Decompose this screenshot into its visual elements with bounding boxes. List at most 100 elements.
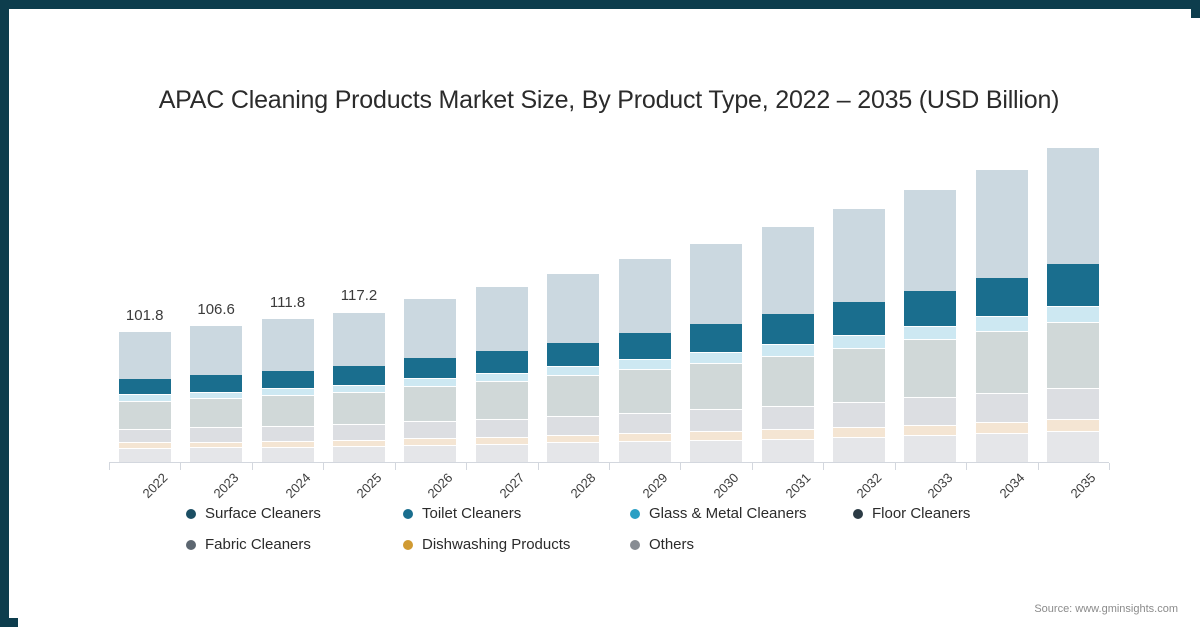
bar-segment[interactable] <box>904 436 957 463</box>
bar-segment[interactable] <box>547 274 600 343</box>
bar-segment[interactable] <box>833 348 885 403</box>
bar-segment[interactable] <box>975 422 1028 435</box>
bar-segment[interactable] <box>690 323 743 353</box>
stacked-bar[interactable] <box>975 169 1028 463</box>
bar-group[interactable] <box>904 129 957 463</box>
bar-segment[interactable] <box>1047 264 1100 307</box>
bar-group[interactable] <box>690 129 743 463</box>
legend-item-surface-cleaners[interactable]: Surface Cleaners <box>186 505 321 522</box>
bar-segment[interactable] <box>547 443 600 463</box>
bar-segment[interactable] <box>975 317 1028 332</box>
bar-segment[interactable] <box>404 422 457 440</box>
bar-segment[interactable] <box>761 227 814 314</box>
bar-group[interactable] <box>975 129 1028 463</box>
bar-segment[interactable] <box>761 406 814 431</box>
bar-segment[interactable] <box>547 367 600 377</box>
bar-segment[interactable] <box>833 427 885 438</box>
stacked-bar[interactable] <box>404 299 457 463</box>
bar-segment[interactable] <box>475 419 528 438</box>
stacked-bar[interactable] <box>833 209 885 463</box>
bar-segment[interactable] <box>618 413 671 435</box>
bar-segment[interactable] <box>618 360 671 371</box>
bar-segment[interactable] <box>333 312 385 367</box>
bar-segment[interactable] <box>118 448 171 463</box>
bar-segment[interactable] <box>118 443 171 449</box>
bar-segment[interactable] <box>475 381 528 420</box>
bar-segment[interactable] <box>404 439 457 446</box>
bar-segment[interactable] <box>190 398 243 429</box>
bar-group[interactable] <box>547 129 600 463</box>
bar-segment[interactable] <box>761 439 814 463</box>
bar-segment[interactable] <box>761 313 814 345</box>
bar-segment[interactable] <box>404 358 457 380</box>
bar-segment[interactable] <box>761 430 814 440</box>
bar-segment[interactable] <box>333 425 385 441</box>
bar-segment[interactable] <box>833 302 885 337</box>
bar-segment[interactable] <box>404 379 457 388</box>
bar-segment[interactable] <box>261 441 314 448</box>
bar-segment[interactable] <box>261 370 314 390</box>
bar-segment[interactable] <box>761 345 814 357</box>
bar-segment[interactable] <box>547 416 600 437</box>
bar-segment[interactable] <box>190 326 243 375</box>
bar-segment[interactable] <box>833 402 885 428</box>
legend-item-floor-cleaners[interactable]: Floor Cleaners <box>853 505 970 522</box>
legend-item-glass-metal-cleaners[interactable]: Glass & Metal Cleaners <box>630 505 807 522</box>
bar-group[interactable] <box>618 129 671 463</box>
bar-segment[interactable] <box>118 401 171 430</box>
stacked-bar[interactable] <box>904 190 957 463</box>
stacked-bar[interactable] <box>475 287 528 463</box>
bar-segment[interactable] <box>904 398 957 426</box>
stacked-bar[interactable] <box>618 259 671 463</box>
bar-segment[interactable] <box>333 393 385 426</box>
bar-segment[interactable] <box>975 277 1028 318</box>
bar-group[interactable]: 101.8 <box>118 129 171 463</box>
bar-group[interactable] <box>833 129 885 463</box>
bar-segment[interactable] <box>404 299 457 359</box>
stacked-bar[interactable] <box>118 332 171 463</box>
bar-segment[interactable] <box>833 209 885 303</box>
bar-segment[interactable] <box>261 319 314 371</box>
bar-segment[interactable] <box>618 442 671 463</box>
bar-segment[interactable] <box>1047 420 1100 433</box>
bar-segment[interactable] <box>761 356 814 407</box>
bar-segment[interactable] <box>333 446 385 463</box>
bar-segment[interactable] <box>261 389 314 397</box>
bar-segment[interactable] <box>190 442 243 449</box>
bar-segment[interactable] <box>333 385 385 394</box>
bar-group[interactable]: 111.8 <box>261 129 314 463</box>
bar-segment[interactable] <box>118 378 171 396</box>
bar-segment[interactable] <box>1047 388 1100 421</box>
bar-segment[interactable] <box>190 374 243 393</box>
legend-item-toilet-cleaners[interactable]: Toilet Cleaners <box>403 505 521 522</box>
bar-segment[interactable] <box>190 428 243 443</box>
bar-segment[interactable] <box>190 448 243 463</box>
bar-segment[interactable] <box>690 441 743 463</box>
bar-segment[interactable] <box>690 352 743 364</box>
bar-segment[interactable] <box>690 363 743 411</box>
bar-group[interactable] <box>761 129 814 463</box>
bar-segment[interactable] <box>547 376 600 417</box>
bar-segment[interactable] <box>475 373 528 382</box>
stacked-bar[interactable] <box>1047 147 1100 463</box>
stacked-bar[interactable] <box>761 227 814 463</box>
bar-segment[interactable] <box>1047 306 1100 323</box>
bar-group[interactable] <box>475 129 528 463</box>
stacked-bar[interactable] <box>190 326 243 463</box>
bar-group[interactable] <box>1047 129 1100 463</box>
bar-segment[interactable] <box>975 393 1028 423</box>
bar-segment[interactable] <box>690 432 743 442</box>
bar-segment[interactable] <box>404 445 457 463</box>
bar-segment[interactable] <box>904 340 957 399</box>
legend-item-fabric-cleaners[interactable]: Fabric Cleaners <box>186 536 311 553</box>
bar-group[interactable] <box>404 129 457 463</box>
bar-segment[interactable] <box>618 370 671 414</box>
bar-segment[interactable] <box>904 425 957 437</box>
bar-segment[interactable] <box>475 444 528 463</box>
bar-group[interactable]: 117.2 <box>333 129 385 463</box>
bar-segment[interactable] <box>618 259 671 334</box>
bar-segment[interactable] <box>904 290 957 327</box>
bar-segment[interactable] <box>975 434 1028 463</box>
legend-item-others[interactable]: Others <box>630 536 694 553</box>
bar-segment[interactable] <box>547 342 600 368</box>
